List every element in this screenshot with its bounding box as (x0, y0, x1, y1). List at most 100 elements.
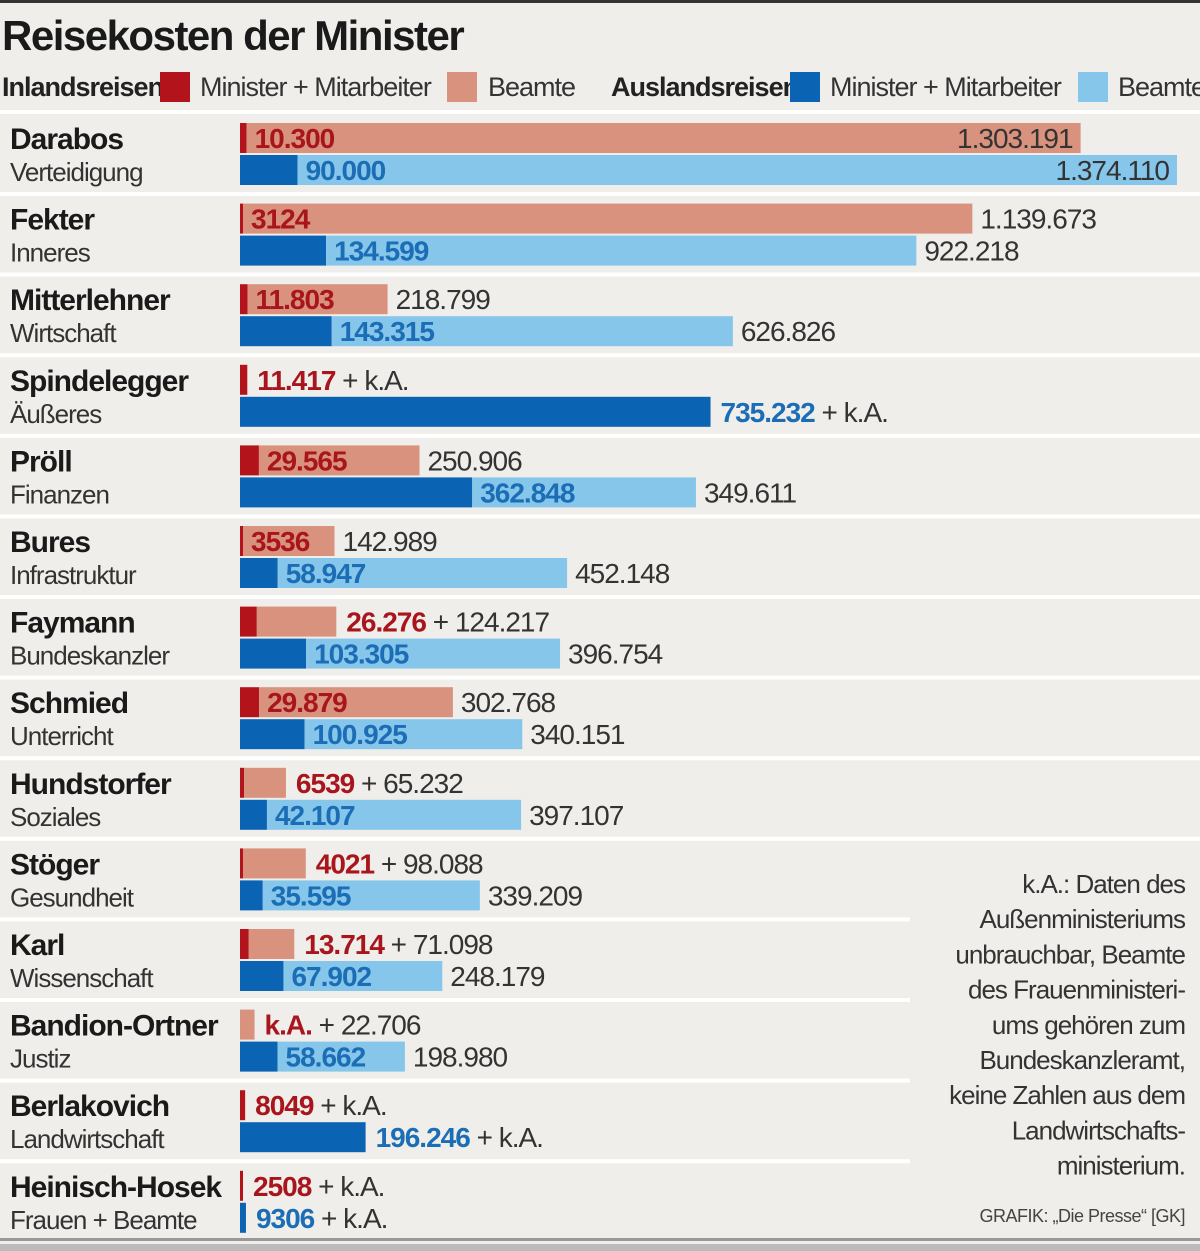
row-divider (0, 433, 1200, 438)
inland-beamte-bar (256, 606, 337, 637)
foreign-beamte-value: 349.611 (704, 477, 797, 508)
ministry-name: Wissenschaft (10, 963, 154, 993)
legend-foreign-label: Auslandsreisen: (611, 72, 806, 102)
inland-minister-value: 13.714 (304, 929, 385, 960)
foreign-minister-value: 9306 (256, 1203, 315, 1234)
foreign-beamte-value: 626.826 (741, 316, 836, 347)
ministry-name: Soziales (10, 802, 101, 832)
foreign-minister-bar (240, 155, 298, 185)
foreign-minister-bar (240, 396, 711, 427)
footnote-line: ministerium. (1057, 1151, 1185, 1181)
foreign-beamte-bar (306, 638, 561, 669)
footnote-line: ums gehören zum (992, 1010, 1185, 1040)
minister-name: Darabos (10, 123, 123, 156)
foreign-minister-value: 90.000 (306, 155, 386, 186)
inland-minister-bar (240, 445, 259, 476)
minister-name: Fekter (10, 204, 95, 237)
inland-beamte-bar (243, 203, 973, 234)
inland-minister-bar (240, 526, 243, 556)
foreign-minister-value: 103.305 (314, 639, 409, 670)
foreign-minister-bar (240, 1041, 278, 1072)
inland-minister-bar (240, 123, 247, 153)
minister-name: Schmied (10, 687, 128, 720)
foreign-minister-bar (240, 477, 473, 508)
foreign-beamte-value: 396.754 (568, 639, 663, 670)
row-divider (0, 272, 1200, 277)
footnote-line: des Frauenministeri- (968, 975, 1185, 1005)
inland-beamte-value: 1.303.191 (957, 123, 1073, 154)
inland-minister-value: k.A. (265, 1010, 312, 1041)
bottom-border-2 (0, 1244, 1200, 1251)
foreign-beamte-bar (277, 1041, 405, 1072)
foreign-minister-value: 58.947 (286, 558, 366, 589)
foreign-beamte-value: 922.218 (924, 236, 1019, 267)
inland-minister-value: 26.276 (346, 607, 426, 638)
plus-separator: + (354, 768, 383, 799)
inland-value-label: 11.417 + k.A. (257, 365, 408, 396)
plus-separator: + (374, 848, 403, 879)
ministry-name: Wirtschaft (10, 318, 117, 348)
minister-name: Pröll (10, 445, 72, 478)
foreign-minister-value: 58.662 (286, 1042, 366, 1073)
footnote-line: unbrauchbar, Beamte (955, 939, 1185, 969)
row-divider (0, 675, 1200, 680)
legend-divider (0, 110, 1200, 114)
foreign-minister-value: 143.315 (340, 316, 435, 347)
inland-beamte-bar (248, 929, 295, 959)
foreign-beamte-bar (304, 719, 523, 750)
legend-swatch-foreign-beamte (1078, 72, 1108, 102)
plus-separator: + (384, 929, 413, 960)
row-divider (0, 1078, 910, 1083)
foreign-minister-bar (240, 719, 305, 750)
minister-name: Bures (10, 526, 90, 559)
plus-separator: + (313, 1090, 342, 1121)
foreign-beamte-value: k.A. (844, 397, 888, 428)
plus-separator: + (312, 1010, 341, 1041)
inland-minister-value: 29.879 (267, 687, 347, 718)
foreign-beamte-value: 198.980 (413, 1042, 508, 1073)
row-divider (0, 595, 1200, 599)
inland-beamte-value: k.A. (342, 1090, 386, 1121)
row-divider (0, 998, 910, 1002)
minister-name: Mitterlehner (10, 284, 171, 317)
inland-minister-value: 29.565 (267, 445, 347, 476)
foreign-value-label: 196.246 + k.A. (376, 1122, 543, 1153)
ministry-name: Frauen + Beamte (10, 1205, 197, 1235)
inland-beamte-value: 250.906 (427, 445, 522, 476)
footnote-line: keine Zahlen aus dem (949, 1080, 1185, 1110)
ministry-name: Landwirtschaft (10, 1124, 165, 1154)
bottom-border (0, 1238, 1200, 1241)
inland-beamte-value: 1.139.673 (980, 204, 1096, 235)
inland-minister-bar (240, 1090, 246, 1121)
ministry-name: Äußeres (10, 399, 102, 429)
inland-beamte-value: 302.768 (461, 687, 556, 718)
row-divider (0, 1159, 910, 1164)
legend-foreign-minister: Minister + Mitarbeiter (830, 72, 1062, 102)
inland-value-label: 13.714 + 71.098 (304, 929, 493, 960)
foreign-minister-bar (240, 316, 332, 347)
inland-value-label: 2508 + k.A. (253, 1171, 384, 1202)
credit: GRAFIK: „Die Presse“ [GK] (979, 1206, 1185, 1226)
foreign-beamte-bar (331, 316, 733, 347)
inland-minister-value: 10.300 (255, 123, 335, 154)
inland-beamte-value: 98.088 (403, 848, 483, 879)
foreign-minister-value: 196.246 (376, 1122, 471, 1153)
inland-minister-value: 3124 (251, 204, 311, 235)
inland-minister-bar (240, 929, 249, 959)
foreign-minister-value: 134.599 (334, 236, 429, 267)
inland-beamte-bar (243, 526, 335, 556)
plus-separator: + (311, 1171, 340, 1202)
inland-value-label: k.A. + 22.706 (265, 1010, 421, 1041)
inland-beamte-value: k.A. (364, 365, 408, 396)
foreign-beamte-value: 1.374.110 (1056, 155, 1170, 186)
foreign-beamte-value: k.A. (343, 1203, 387, 1234)
foreign-minister-bar (240, 1122, 366, 1153)
minister-name: Karl (10, 929, 64, 962)
